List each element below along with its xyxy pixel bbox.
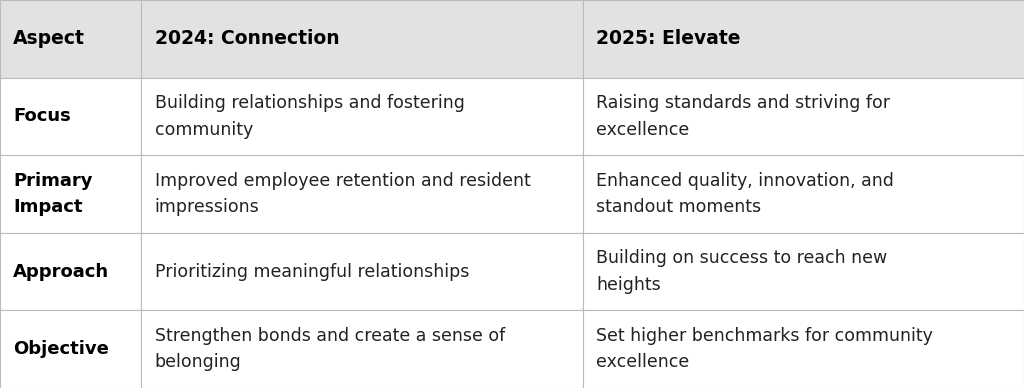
Text: Building on success to reach new
heights: Building on success to reach new heights	[596, 249, 887, 294]
Bar	[0, 155, 141, 233]
Bar	[141, 0, 583, 78]
Text: Objective: Objective	[13, 340, 110, 358]
Text: 2025: Elevate: 2025: Elevate	[596, 29, 740, 48]
Text: Building relationships and fostering
community: Building relationships and fostering com…	[155, 94, 465, 139]
Text: Focus: Focus	[13, 107, 71, 125]
Bar	[583, 155, 1024, 233]
Text: Approach: Approach	[13, 263, 110, 281]
Bar	[583, 0, 1024, 78]
Text: Improved employee retention and resident
impressions: Improved employee retention and resident…	[155, 172, 530, 216]
Text: Aspect: Aspect	[13, 29, 85, 48]
Text: Raising standards and striving for
excellence: Raising standards and striving for excel…	[596, 94, 890, 139]
Text: 2024: Connection: 2024: Connection	[155, 29, 339, 48]
Text: Enhanced quality, innovation, and
standout moments: Enhanced quality, innovation, and stando…	[596, 172, 894, 216]
Bar	[141, 155, 583, 233]
Bar	[141, 310, 583, 388]
Bar	[0, 233, 141, 310]
Bar	[141, 233, 583, 310]
Bar	[0, 78, 141, 155]
Text: Set higher benchmarks for community
excellence: Set higher benchmarks for community exce…	[596, 327, 933, 371]
Text: Strengthen bonds and create a sense of
belonging: Strengthen bonds and create a sense of b…	[155, 327, 505, 371]
Text: Prioritizing meaningful relationships: Prioritizing meaningful relationships	[155, 263, 469, 281]
Bar	[583, 233, 1024, 310]
Bar	[141, 78, 583, 155]
Bar	[583, 310, 1024, 388]
Bar	[0, 310, 141, 388]
Bar	[583, 78, 1024, 155]
Text: Primary
Impact: Primary Impact	[13, 172, 93, 216]
Bar	[0, 0, 141, 78]
